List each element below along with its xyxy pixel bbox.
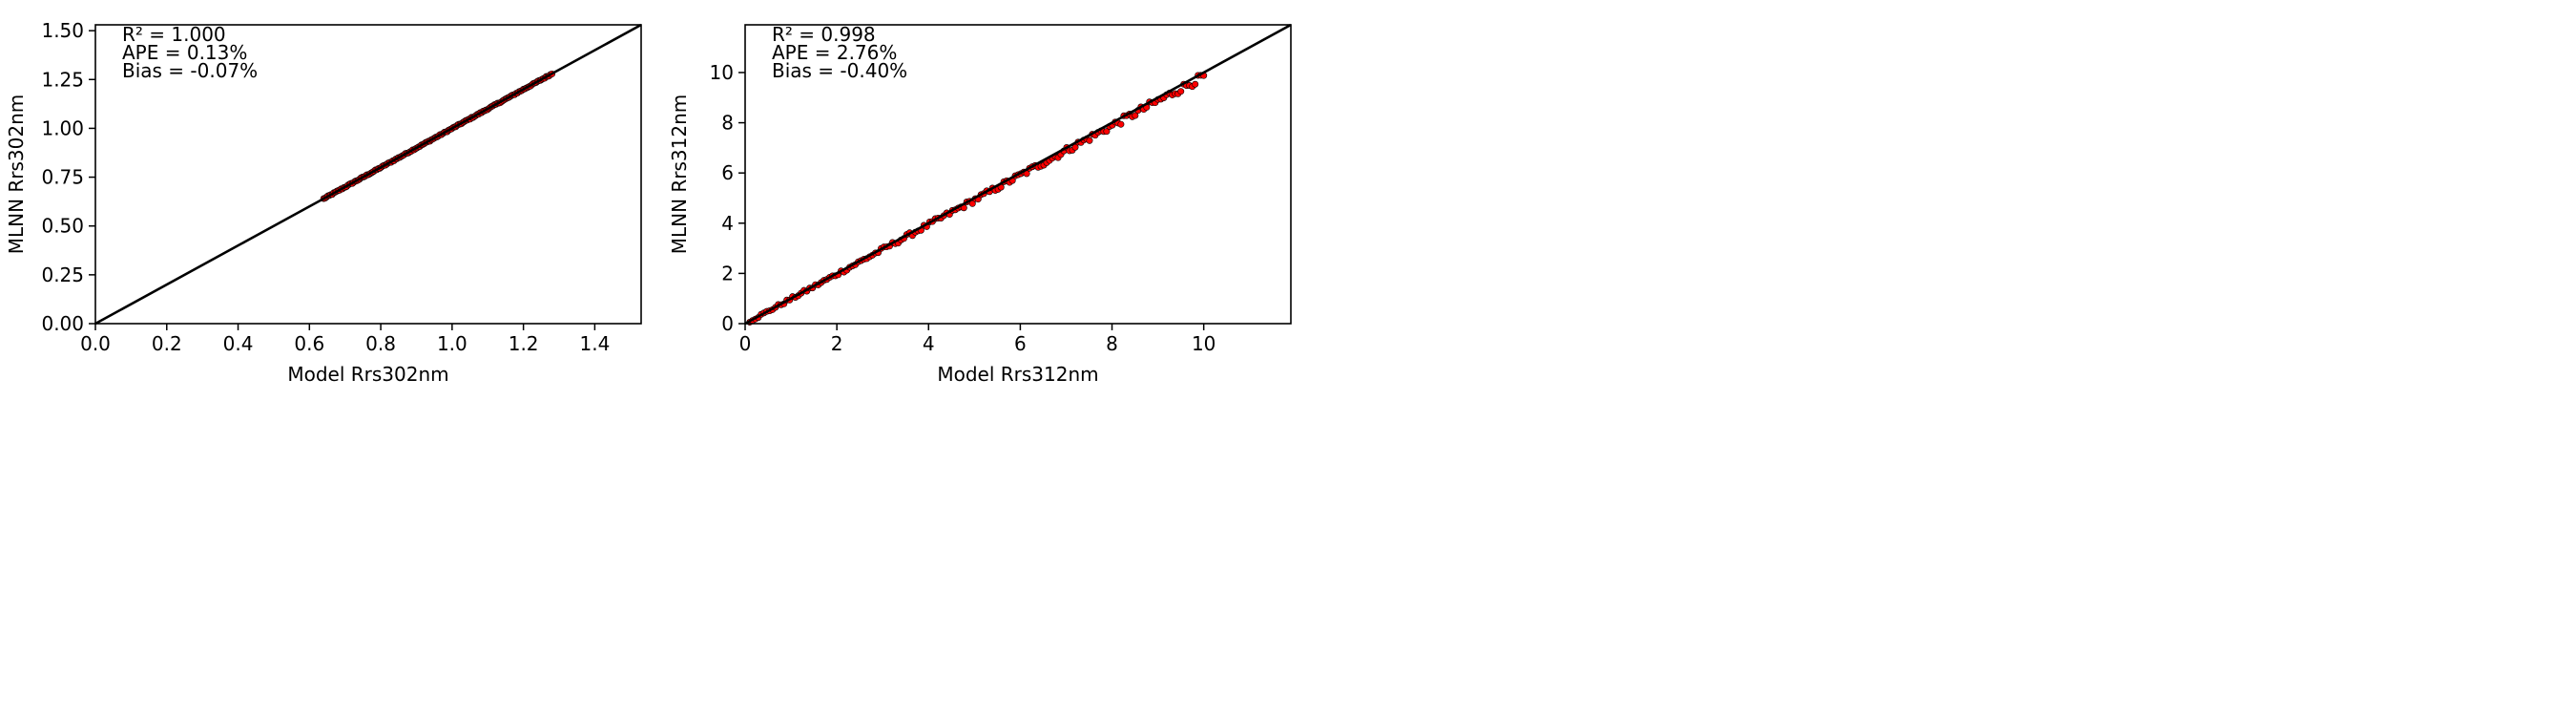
stat-line: APE = 2.76%	[772, 41, 897, 64]
data-point	[1192, 80, 1199, 88]
y-axis-ticks: 0.00 0.25 0.50 0.75 1.00 1.25 1.50	[41, 19, 95, 335]
x-axis-ticks: 0 2 4 6 8 10	[739, 324, 1215, 355]
scatter-panel-rrs302: 0.0 0.2 0.4 0.6 0.8 1.0 1.2 1.4 0.00 0.25 0.50 0.7…	[5, 19, 642, 386]
y-tick-label: 0.25	[41, 263, 84, 286]
x-tick-label: 0.8	[365, 332, 396, 355]
y-tick-label: 8	[721, 112, 734, 135]
x-axis-label: Model Rrs302nm	[287, 363, 448, 386]
x-tick-label: 0.4	[223, 332, 254, 355]
stat-line: R² = 1.000	[122, 23, 226, 46]
y-tick-label: 6	[721, 161, 734, 184]
y-axis-ticks: 0 2 4 6 8 10	[710, 61, 745, 335]
x-tick-label: 8	[1106, 332, 1118, 355]
stat-line: APE = 0.13%	[122, 41, 247, 64]
data-point	[1117, 120, 1125, 128]
x-tick-label: 0.0	[80, 332, 111, 355]
data-point	[1086, 137, 1093, 144]
x-tick-label: 4	[923, 332, 935, 355]
y-tick-label: 1.25	[41, 68, 84, 91]
one-to-one-line	[744, 23, 1292, 326]
y-tick-label: 10	[710, 61, 734, 84]
y-tick-label: 0	[721, 312, 734, 335]
y-axis-label: MLNN Rrs302nm	[5, 95, 28, 255]
y-tick-label: 0.00	[41, 312, 84, 335]
plot-frame	[94, 24, 642, 325]
x-tick-label: 1.2	[509, 332, 539, 355]
x-axis-ticks: 0.0 0.2 0.4 0.6 0.8 1.0 1.2 1.4	[80, 324, 610, 355]
y-tick-label: 2	[721, 262, 734, 284]
data-point	[1103, 128, 1111, 136]
stat-line: Bias = -0.07%	[122, 59, 258, 82]
y-tick-label: 1.50	[41, 19, 84, 42]
stat-line: Bias = -0.40%	[772, 59, 907, 82]
x-tick-label: 6	[1014, 332, 1027, 355]
x-tick-label: 1.4	[579, 332, 610, 355]
data-points	[746, 72, 1208, 326]
y-tick-label: 0.50	[41, 215, 84, 238]
y-axis-label: MLNN Rrs312nm	[668, 95, 691, 255]
y-tick-label: 1.00	[41, 116, 84, 139]
one-to-one-line	[94, 23, 642, 326]
stat-line: R² = 0.998	[772, 23, 876, 46]
scatter-panel-rrs312: 0 2 4 6 8 10 0 2 4 6 8 10 Model Rrs312nm MLNN Rrs3…	[668, 23, 1292, 386]
x-tick-label: 0	[739, 332, 752, 355]
x-tick-label: 2	[831, 332, 843, 355]
x-axis-label: Model Rrs312nm	[937, 363, 1098, 386]
x-tick-label: 0.2	[152, 332, 182, 355]
data-point	[1177, 88, 1185, 95]
x-tick-label: 0.6	[294, 332, 324, 355]
data-point	[1132, 112, 1139, 119]
plot-frame	[744, 24, 1292, 325]
x-tick-label: 1.0	[437, 332, 467, 355]
x-tick-label: 10	[1192, 332, 1215, 355]
y-tick-label: 4	[721, 212, 734, 235]
y-tick-label: 0.75	[41, 166, 84, 189]
